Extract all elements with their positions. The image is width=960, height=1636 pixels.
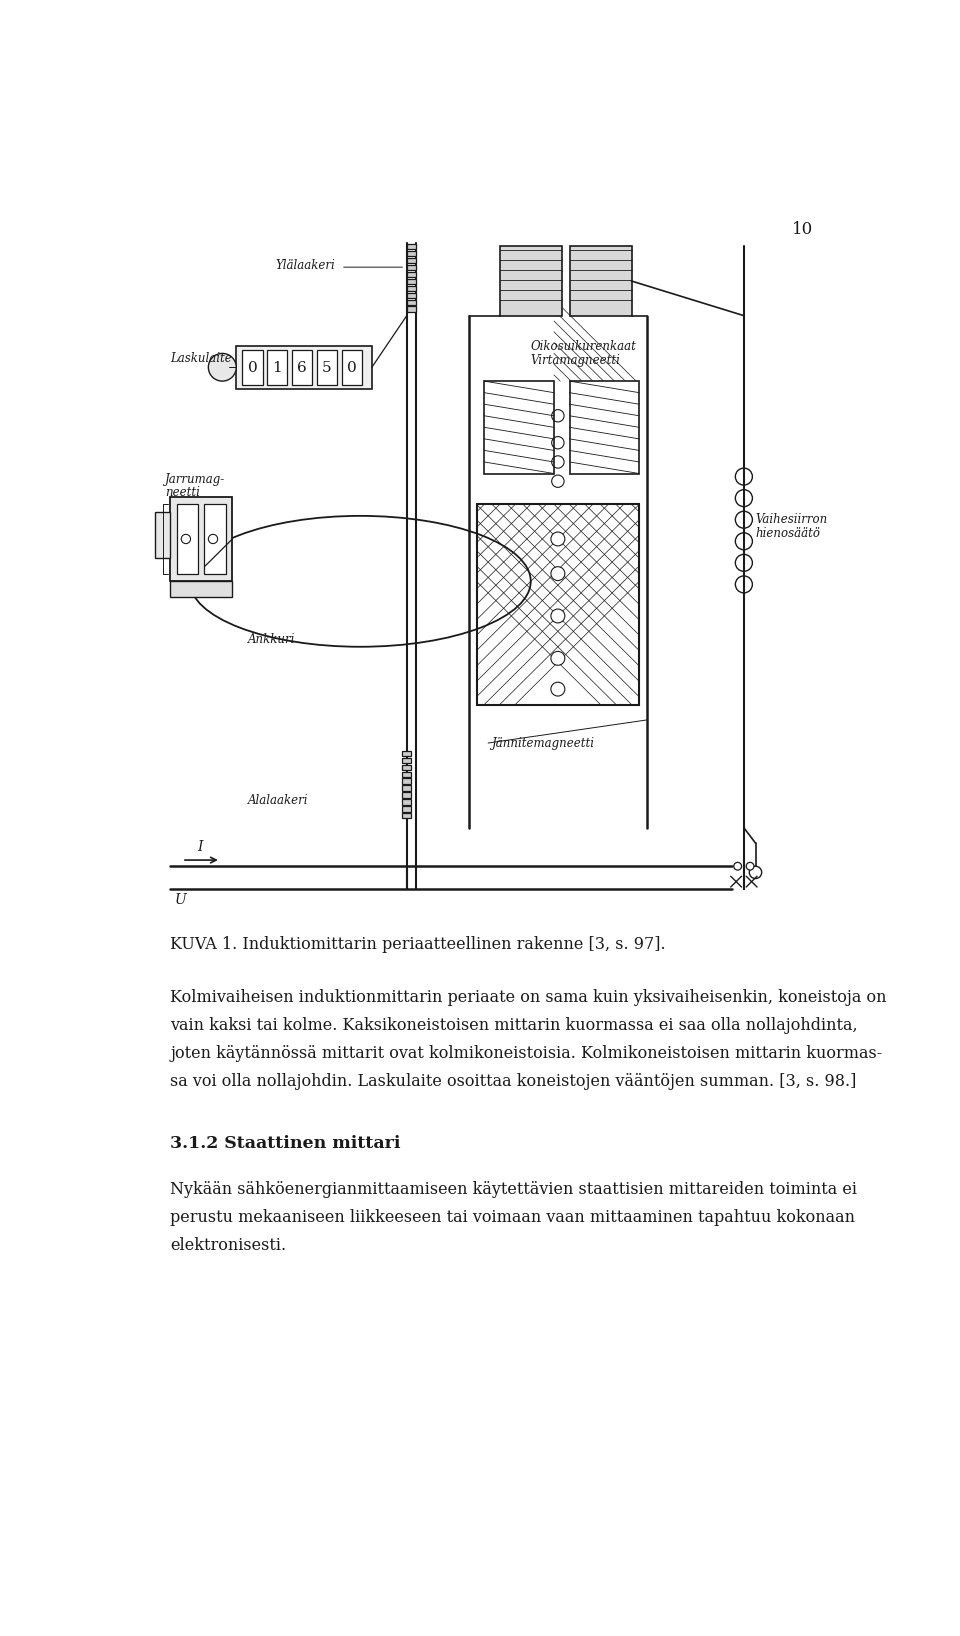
Text: vain kaksi tai kolme. Kaksikoneistoisen mittarin kuormassa ei saa olla nollajohd: vain kaksi tai kolme. Kaksikoneistoisen … — [170, 1018, 858, 1034]
Text: 1: 1 — [273, 362, 282, 375]
Bar — [402, 800, 412, 805]
Circle shape — [208, 353, 236, 381]
Bar — [402, 779, 412, 784]
Text: Ankkuri: Ankkuri — [248, 633, 296, 646]
Bar — [317, 350, 337, 384]
Text: Kolmivaiheisen induktionmittarin periaate on sama kuin yksivaiheisenkin, koneist: Kolmivaiheisen induktionmittarin periaat… — [170, 990, 887, 1006]
Bar — [407, 299, 416, 304]
Bar — [177, 504, 199, 574]
Bar — [407, 272, 416, 276]
Bar — [402, 757, 412, 762]
Text: 3.1.2 Staattinen mittari: 3.1.2 Staattinen mittari — [170, 1135, 401, 1152]
Text: Oikosuikurenkaat: Oikosuikurenkaat — [531, 340, 636, 353]
Text: perustu mekaaniseen liikkeeseen tai voimaan vaan mittaaminen tapahtuu kokonaan: perustu mekaaniseen liikkeeseen tai voim… — [170, 1209, 855, 1225]
Text: neetti: neetti — [165, 486, 200, 499]
Text: KUVA 1. Induktiomittarin periaatteellinen rakenne [3, s. 97].: KUVA 1. Induktiomittarin periaatteelline… — [170, 936, 666, 952]
Bar — [402, 792, 412, 798]
Circle shape — [551, 532, 564, 546]
Text: elektronisesti.: elektronisesti. — [170, 1237, 286, 1253]
Text: 5: 5 — [323, 362, 332, 375]
Bar — [484, 381, 554, 473]
Bar — [402, 751, 412, 756]
Bar — [402, 807, 412, 811]
Bar — [342, 350, 362, 384]
Text: Jännitemagneetti: Jännitemagneetti — [492, 736, 595, 749]
Text: Vaihesiirron: Vaihesiirron — [756, 514, 828, 527]
Circle shape — [733, 862, 741, 870]
Text: U: U — [175, 893, 186, 908]
Bar — [569, 381, 639, 473]
Text: Ylälaakeri: Ylälaakeri — [275, 258, 335, 272]
Bar — [402, 772, 412, 777]
Circle shape — [551, 651, 564, 666]
Bar — [407, 278, 416, 285]
Text: 0: 0 — [248, 362, 257, 375]
Bar — [204, 504, 227, 574]
Circle shape — [551, 566, 564, 581]
Text: Laskulaite: Laskulaite — [170, 352, 232, 365]
Text: Nykään sähköenergianmittaamiseen käytettävien staattisien mittareiden toiminta e: Nykään sähköenergianmittaamiseen käytett… — [170, 1181, 857, 1198]
Bar — [407, 250, 416, 257]
Text: 0: 0 — [347, 362, 356, 375]
Bar — [243, 350, 263, 384]
Text: Virtamagneetti: Virtamagneetti — [531, 353, 620, 366]
Bar — [267, 350, 287, 384]
Bar — [292, 350, 312, 384]
Bar — [407, 265, 416, 270]
Text: Alalaakeri: Alalaakeri — [248, 793, 308, 807]
Bar — [407, 293, 416, 298]
Bar — [402, 813, 412, 818]
Text: sa voi olla nollajohdin. Laskulaite osoittaa koneistojen vääntöjen summan. [3, s: sa voi olla nollajohdin. Laskulaite osoi… — [170, 1073, 856, 1090]
Circle shape — [551, 682, 564, 695]
Bar — [170, 581, 232, 597]
Text: 6: 6 — [298, 362, 307, 375]
Text: hienosäätö: hienosäätö — [756, 527, 821, 540]
Bar — [402, 764, 412, 771]
Bar — [407, 306, 416, 312]
Bar — [236, 347, 372, 389]
Bar — [407, 258, 416, 263]
Bar — [170, 497, 232, 581]
Bar — [407, 286, 416, 291]
Bar — [155, 512, 170, 558]
Circle shape — [551, 609, 564, 623]
Bar — [476, 504, 639, 705]
Text: 10: 10 — [792, 221, 814, 237]
Bar — [407, 244, 416, 249]
Circle shape — [746, 862, 754, 870]
Text: Jarrumag-: Jarrumag- — [165, 473, 226, 486]
Bar — [569, 247, 632, 316]
Bar — [402, 785, 412, 790]
Bar — [500, 247, 562, 316]
Text: I: I — [197, 839, 203, 854]
Text: joten käytännössä mittarit ovat kolmikoneistoisia. Kolmikoneistoisen mittarin ku: joten käytännössä mittarit ovat kolmikon… — [170, 1045, 882, 1062]
